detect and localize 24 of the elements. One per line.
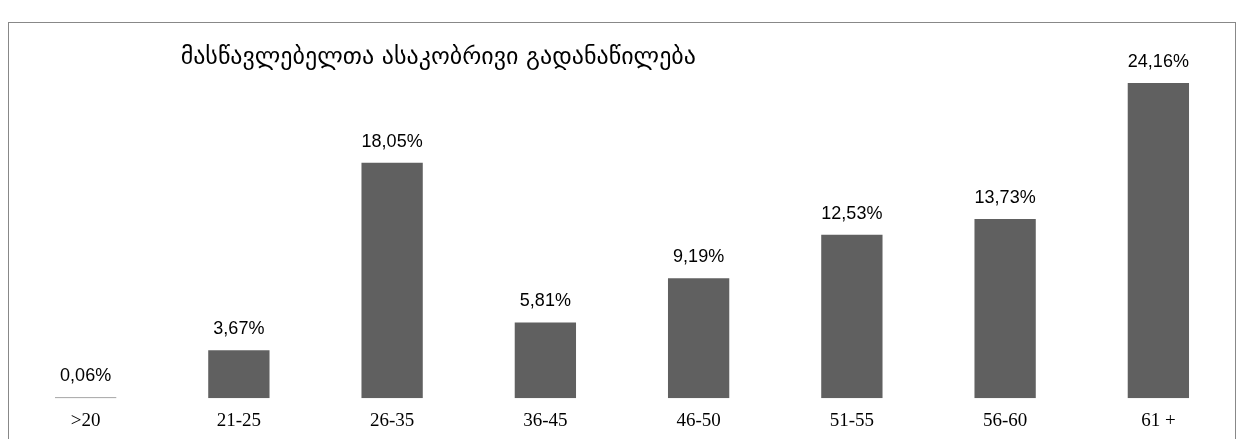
data-label: 5,81% bbox=[519, 290, 571, 311]
data-label: 0,06% bbox=[60, 365, 112, 386]
data-label: 3,67% bbox=[213, 318, 265, 339]
data-label: 9,19% bbox=[673, 246, 725, 267]
bar bbox=[361, 162, 423, 399]
x-tick-label: 36-45 bbox=[523, 408, 568, 430]
x-tick-label: >20 bbox=[70, 408, 101, 430]
x-tick-label: 21-25 bbox=[216, 408, 262, 430]
data-label: 18,05% bbox=[361, 130, 423, 151]
x-tick-label: 56-60 bbox=[982, 408, 1028, 430]
bar bbox=[514, 322, 577, 399]
x-tick-label: 46-50 bbox=[676, 408, 721, 430]
bar bbox=[821, 234, 883, 399]
data-label: 13,73% bbox=[974, 187, 1036, 208]
data-label: 12,53% bbox=[821, 202, 883, 223]
x-tick-label: 26-35 bbox=[369, 408, 415, 430]
x-tick-label: 51-55 bbox=[829, 408, 875, 430]
bar bbox=[1127, 83, 1190, 399]
x-tick-label: 61 + bbox=[1141, 408, 1176, 430]
bar bbox=[667, 278, 730, 399]
data-label: 24,16% bbox=[1127, 50, 1189, 71]
chart-title: მასწავლებელთა ასაკობრივი გადანაწილება bbox=[180, 42, 696, 71]
bar bbox=[974, 219, 1036, 399]
bar bbox=[208, 350, 270, 399]
